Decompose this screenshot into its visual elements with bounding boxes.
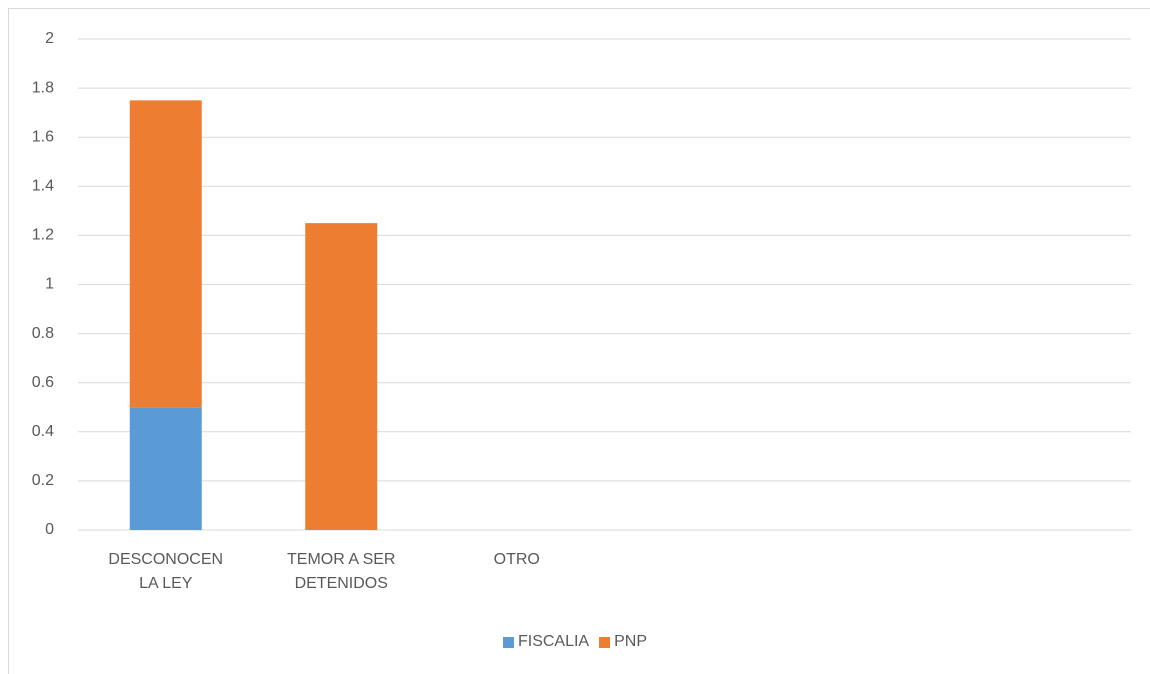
legend-item: PNP: [599, 633, 647, 651]
legend-swatch: [502, 636, 514, 648]
x-tick-label: DESCONOCEN LA LEY: [108, 551, 224, 592]
y-tick-label: 1.2: [32, 227, 54, 244]
y-tick-label: 0.6: [32, 374, 54, 391]
y-tick-label: 1: [45, 276, 54, 293]
y-tick-label: 0.4: [32, 423, 54, 440]
legend-item: FISCALIA: [502, 633, 590, 651]
y-tick-label: 1.4: [32, 178, 54, 195]
legend-swatch: [599, 636, 611, 648]
bar-segment: [129, 100, 202, 408]
legend: FISCALIA PNP: [0, 633, 1150, 651]
y-tick-label: 0.2: [32, 472, 54, 489]
bar-segment: [129, 407, 202, 530]
y-tick-label: 1.6: [32, 128, 54, 145]
legend-label: PNP: [614, 633, 648, 650]
bar-segment: [305, 223, 378, 530]
y-tick-label: 0: [45, 521, 54, 538]
y-tick-label: 2: [45, 30, 54, 47]
x-tick-label: TEMOR A SER DETENIDOS: [287, 551, 396, 592]
y-tick-label: 1.8: [32, 79, 54, 96]
x-tick-label: OTRO: [493, 551, 540, 568]
y-tick-label: 0.8: [32, 325, 54, 342]
frame: [8, 8, 1150, 674]
legend-label: FISCALIA: [517, 633, 590, 650]
